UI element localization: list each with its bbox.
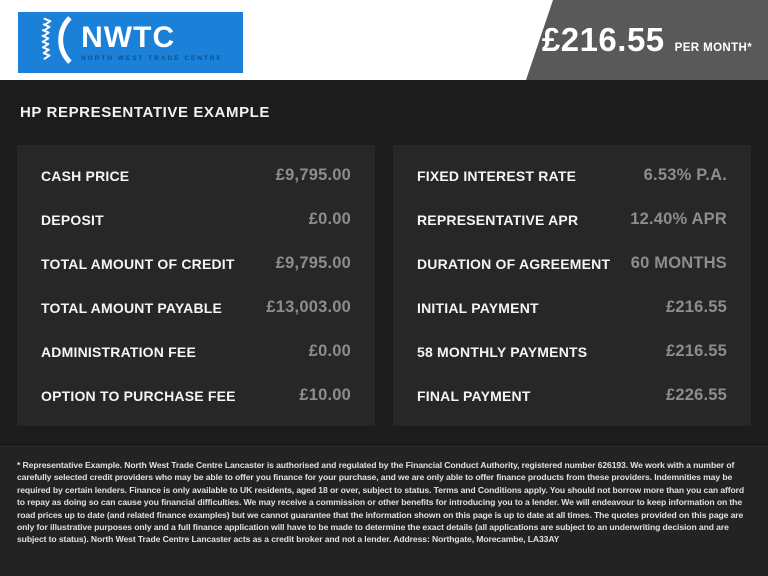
finance-row: DURATION OF AGREEMENT 60 MONTHS [417,254,727,273]
row-value: 60 MONTHS [630,254,727,272]
finance-row: OPTION TO PURCHASE FEE £10.00 [41,386,351,405]
nwtc-logo: NWTC NORTH WEST TRADE CENTRE [18,12,243,73]
row-value: £216.55 [665,342,727,360]
finance-row: INITIAL PAYMENT £216.55 [417,298,727,317]
row-label: FIXED INTEREST RATE [417,167,577,184]
finance-panel-right: FIXED INTEREST RATE 6.53% P.A. REPRESENT… [393,145,751,426]
brand-name: NWTC [81,21,176,54]
finance-body: HP REPRESENTATIVE EXAMPLE CASH PRICE £9,… [0,80,768,444]
finance-row: CASH PRICE £9,795.00 [41,166,351,185]
row-value: £9,795.00 [275,166,351,184]
finance-row: TOTAL AMOUNT OF CREDIT £9,795.00 [41,254,351,273]
row-value: £10.00 [299,386,351,404]
monthly-price-period: PER MONTH* [674,41,753,54]
tire-swoosh-icon [38,16,74,69]
row-value: 6.53% P.A. [643,166,727,184]
brand-tagline: NORTH WEST TRADE CENTRE [81,55,223,62]
finance-row: REPRESENTATIVE APR 12.40% APR [417,210,727,229]
row-value: £0.00 [308,210,351,228]
disclaimer-footer: * Representative Example. North West Tra… [0,444,768,576]
finance-row: 58 MONTHLY PAYMENTS £216.55 [417,342,727,361]
row-value: £9,795.00 [275,254,351,272]
row-label: FINAL PAYMENT [417,387,531,404]
finance-panels: CASH PRICE £9,795.00 DEPOSIT £0.00 TOTAL… [17,145,751,426]
row-label: DEPOSIT [41,211,104,228]
row-value: £216.55 [665,298,727,316]
row-value: £13,003.00 [266,298,351,316]
row-label: 58 MONTHLY PAYMENTS [417,343,588,360]
row-label: REPRESENTATIVE APR [417,211,579,228]
finance-panel-left: CASH PRICE £9,795.00 DEPOSIT £0.00 TOTAL… [17,145,375,426]
finance-row: TOTAL AMOUNT PAYABLE £13,003.00 [41,298,351,317]
finance-row: FIXED INTEREST RATE 6.53% P.A. [417,166,727,185]
monthly-price-banner: £216.55 PER MONTH* [526,0,768,80]
row-label: INITIAL PAYMENT [417,299,539,316]
row-label: TOTAL AMOUNT OF CREDIT [41,255,235,272]
row-label: DURATION OF AGREEMENT [417,255,611,272]
monthly-price-amount: £216.55 [541,21,665,58]
row-value: £0.00 [308,342,351,360]
page-title: HP REPRESENTATIVE EXAMPLE [20,104,271,121]
top-header-band: NWTC NORTH WEST TRADE CENTRE £216.55 PER… [0,0,768,80]
row-label: ADMINISTRATION FEE [41,343,197,360]
finance-row: ADMINISTRATION FEE £0.00 [41,342,351,361]
finance-row: FINAL PAYMENT £226.55 [417,386,727,405]
row-value: £226.55 [665,386,727,404]
finance-row: DEPOSIT £0.00 [41,210,351,229]
disclaimer-text: * Representative Example. North West Tra… [17,460,745,545]
row-value: 12.40% APR [630,210,727,228]
row-label: CASH PRICE [41,167,130,184]
row-label: TOTAL AMOUNT PAYABLE [41,299,223,316]
row-label: OPTION TO PURCHASE FEE [41,387,236,404]
